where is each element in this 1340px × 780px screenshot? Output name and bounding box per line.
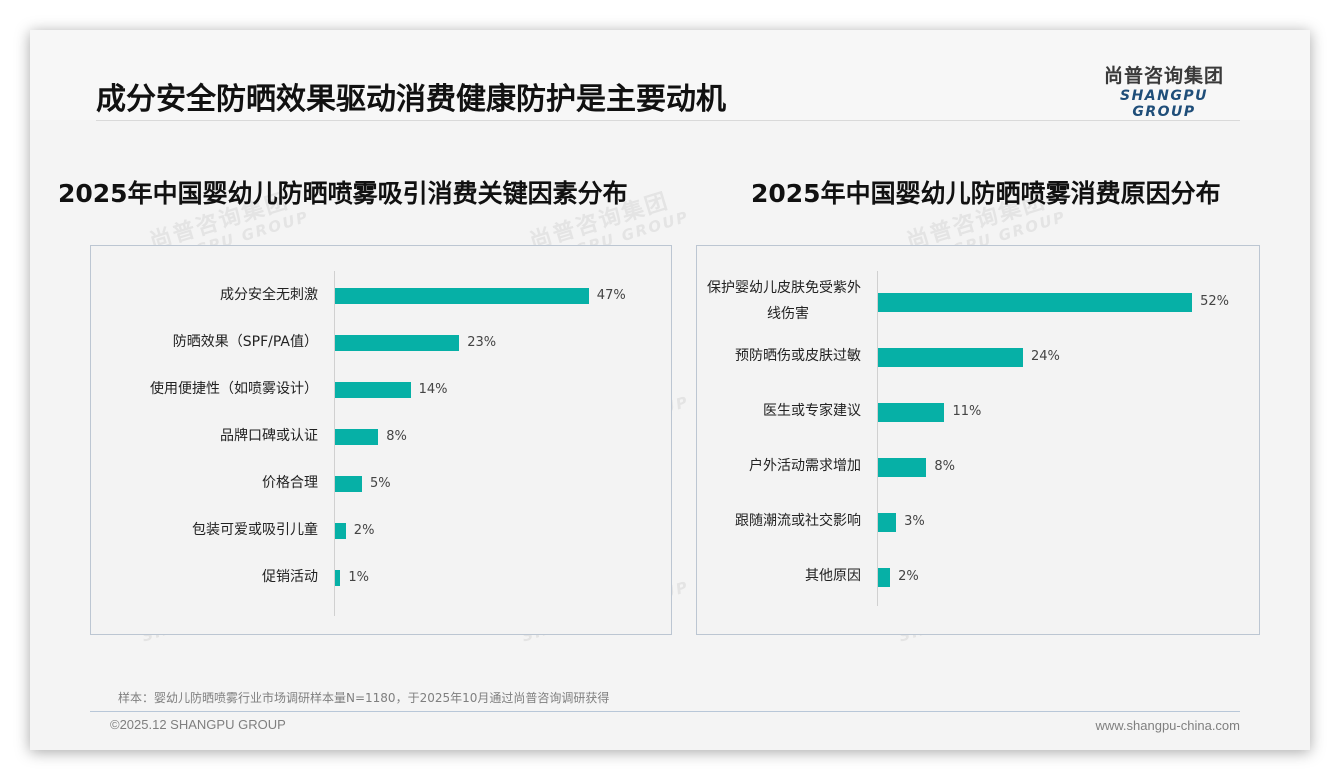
- logo-en-text: SHANGPU GROUP: [1120, 88, 1208, 120]
- category-label: 跟随潮流或社交影响: [735, 513, 861, 529]
- bar: [878, 347, 1023, 367]
- right-chart-panel: 保护婴幼儿皮肤免受紫外 线伤害 52% 预防晒伤或皮肤过敏 24% 医生或专家建议 11% 户…: [696, 245, 1260, 635]
- left-chart-panel: 成分安全无刺激 47% 防晒效果（SPF/PA值） 23% 使用便捷性（如喷雾设计） 14…: [90, 245, 672, 635]
- bar: [878, 567, 891, 587]
- value-label: 14%: [418, 382, 448, 397]
- category-label: 价格合理: [262, 475, 318, 491]
- right-chart-axis: [877, 271, 878, 606]
- copyright-text: ©2025.12 SHANGPU GROUP: [110, 717, 286, 732]
- footer-divider: [90, 711, 1240, 712]
- bar: [335, 382, 411, 398]
- bar: [335, 476, 362, 492]
- category-label: 包装可爱或吸引儿童: [192, 522, 318, 538]
- value-label: 47%: [596, 288, 626, 303]
- left-chart-axis: [334, 271, 335, 616]
- bar: [878, 292, 1193, 312]
- left-chart-title: 2025年中国婴幼儿防晒喷雾吸引消费关键因素分布: [58, 179, 628, 208]
- category-label: 促销活动: [262, 569, 318, 585]
- bar: [878, 512, 897, 532]
- value-label: 23%: [467, 335, 497, 350]
- page-title: 成分安全防晒效果驱动消费健康防护是主要动机: [96, 82, 726, 117]
- value-label: 8%: [934, 459, 955, 474]
- logo-cn-text: 尚普咨询集团: [1103, 65, 1224, 87]
- category-label: 品牌口碑或认证: [220, 428, 318, 444]
- right-chart-title: 2025年中国婴幼儿防晒喷雾消费原因分布: [751, 179, 1221, 208]
- bar: [335, 523, 346, 539]
- bar: [335, 429, 379, 445]
- website-link[interactable]: www.shangpu-china.com: [1095, 718, 1240, 733]
- slide: 成分安全防晒效果驱动消费健康防护是主要动机 尚普咨询集团 SHANGPU GRO…: [30, 30, 1310, 750]
- value-label: 2%: [353, 523, 375, 538]
- bar: [335, 570, 341, 586]
- value-label: 24%: [1030, 349, 1060, 364]
- bar: [335, 335, 460, 351]
- category-label: 医生或专家建议: [763, 403, 861, 419]
- category-label: 防晒效果（SPF/PA值）: [172, 334, 318, 350]
- value-label: 2%: [898, 569, 919, 584]
- bar: [878, 402, 945, 422]
- company-logo: 尚普咨询集团 SHANGPU GROUP: [1088, 64, 1240, 120]
- value-label: 5%: [370, 476, 391, 491]
- category-label: 成分安全无刺激: [220, 287, 318, 303]
- value-label: 8%: [386, 429, 407, 444]
- category-label: 预防晒伤或皮肤过敏: [735, 348, 861, 364]
- bar: [878, 457, 927, 477]
- value-label: 52%: [1200, 294, 1229, 309]
- value-label: 11%: [952, 404, 982, 419]
- slide-header-band: [30, 30, 1310, 120]
- title-divider: [96, 120, 1240, 121]
- bar: [335, 288, 589, 304]
- value-label: 1%: [348, 570, 370, 585]
- sample-note: 样本：婴幼儿防晒喷雾行业市场调研样本量N=1180，于2025年10月通过尚普咨…: [118, 691, 610, 705]
- category-label: 其他原因: [805, 568, 861, 584]
- value-label: 3%: [904, 514, 925, 529]
- category-label: 保护婴幼儿皮肤免受紫外 线伤害: [707, 280, 861, 322]
- category-label: 户外活动需求增加: [749, 458, 861, 474]
- category-label: 使用便捷性（如喷雾设计）: [150, 381, 318, 397]
